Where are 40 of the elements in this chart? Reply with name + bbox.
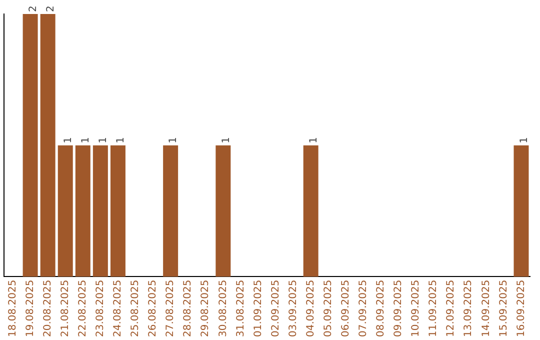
data-label: 1	[98, 136, 110, 144]
x-tick-label: 23.08.2025	[95, 280, 106, 338]
x-tick-label: 01.09.2025	[252, 280, 264, 338]
x-tick-label: 06.09.2025	[340, 280, 352, 338]
data-label: 1	[80, 136, 92, 144]
x-tick-label: 12.09.2025	[446, 280, 457, 338]
x-tick-label: 22.08.2025	[77, 280, 88, 338]
x-tick-label: 19.08.2025	[24, 280, 36, 338]
x-tick-label: 27.08.2025	[165, 280, 176, 338]
x-tick-label: 03.09.2025	[288, 280, 299, 338]
x-tick-label: 11.09.2025	[428, 280, 440, 338]
x-tick-label: 21.08.2025	[60, 280, 71, 338]
x-tick-label: 24.08.2025	[112, 280, 124, 338]
x-tick-label: 31.08.2025	[235, 280, 246, 338]
x-tick-label: 30.08.2025	[218, 280, 229, 338]
data-label: 1	[62, 136, 74, 144]
x-tick-label: 26.08.2025	[148, 280, 159, 338]
x-tick-label: 14.09.2025	[480, 280, 492, 338]
x-tick-label: 13.09.2025	[463, 280, 474, 338]
x-tick-label: 18.08.2025	[7, 280, 18, 338]
x-tick-label: 20.08.2025	[42, 280, 54, 338]
x-tick-label: 16.09.2025	[516, 280, 527, 338]
data-label: 1	[518, 136, 530, 144]
data-label: 2	[28, 6, 39, 12]
data-label: 1	[308, 136, 320, 144]
x-tick-label: 02.09.2025	[270, 280, 282, 338]
x-tick-label: 04.09.2025	[305, 280, 316, 338]
data-label: 2	[45, 6, 56, 12]
x-tick-label: 09.09.2025	[393, 280, 404, 338]
x-tick-label: 29.08.2025	[200, 280, 212, 338]
x-tick-label: 07.09.2025	[358, 280, 370, 338]
data-label: 1	[220, 136, 232, 144]
data-label: 1	[116, 136, 127, 144]
x-tick-label: 15.09.2025	[498, 280, 510, 338]
x-tick-label: 10.09.2025	[410, 280, 422, 338]
x-tick-label: 28.08.2025	[182, 280, 194, 338]
x-tick-label: 05.09.2025	[322, 280, 334, 338]
x-tick-label: 25.08.2025	[130, 280, 142, 338]
x-tick-label: 08.09.2025	[376, 280, 387, 338]
data-label: 1	[168, 136, 180, 144]
